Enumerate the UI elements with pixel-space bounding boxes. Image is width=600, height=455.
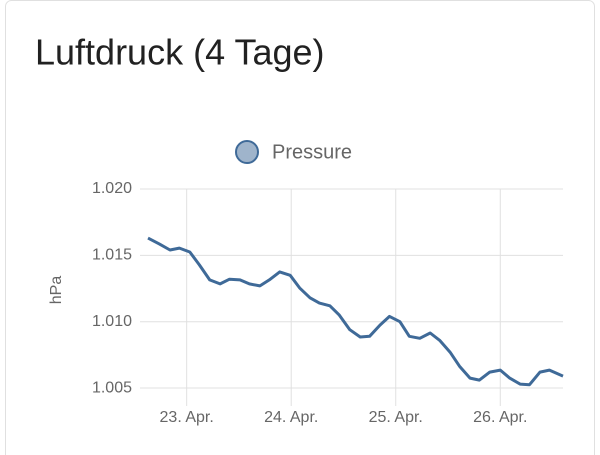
card-border bbox=[5, 0, 595, 455]
legend-label: Pressure bbox=[272, 141, 352, 163]
y-tick-label: 1.015 bbox=[92, 247, 132, 264]
legend-marker bbox=[235, 140, 259, 164]
y-axis-label: hPa bbox=[48, 276, 65, 305]
card-title: Luftdruck (4 Tage) bbox=[35, 32, 325, 73]
x-tick-label: 24. Apr. bbox=[264, 409, 318, 426]
x-tick-label: 26. Apr. bbox=[473, 409, 527, 426]
x-tick-label: 23. Apr. bbox=[160, 409, 214, 426]
line bbox=[147, 236, 564, 387]
y-tick-label: 1.010 bbox=[92, 313, 132, 330]
y-tick-label: 1.020 bbox=[92, 180, 132, 197]
y-tick-label: 1.005 bbox=[92, 379, 132, 396]
x-tick-label: 25. Apr. bbox=[369, 409, 423, 426]
